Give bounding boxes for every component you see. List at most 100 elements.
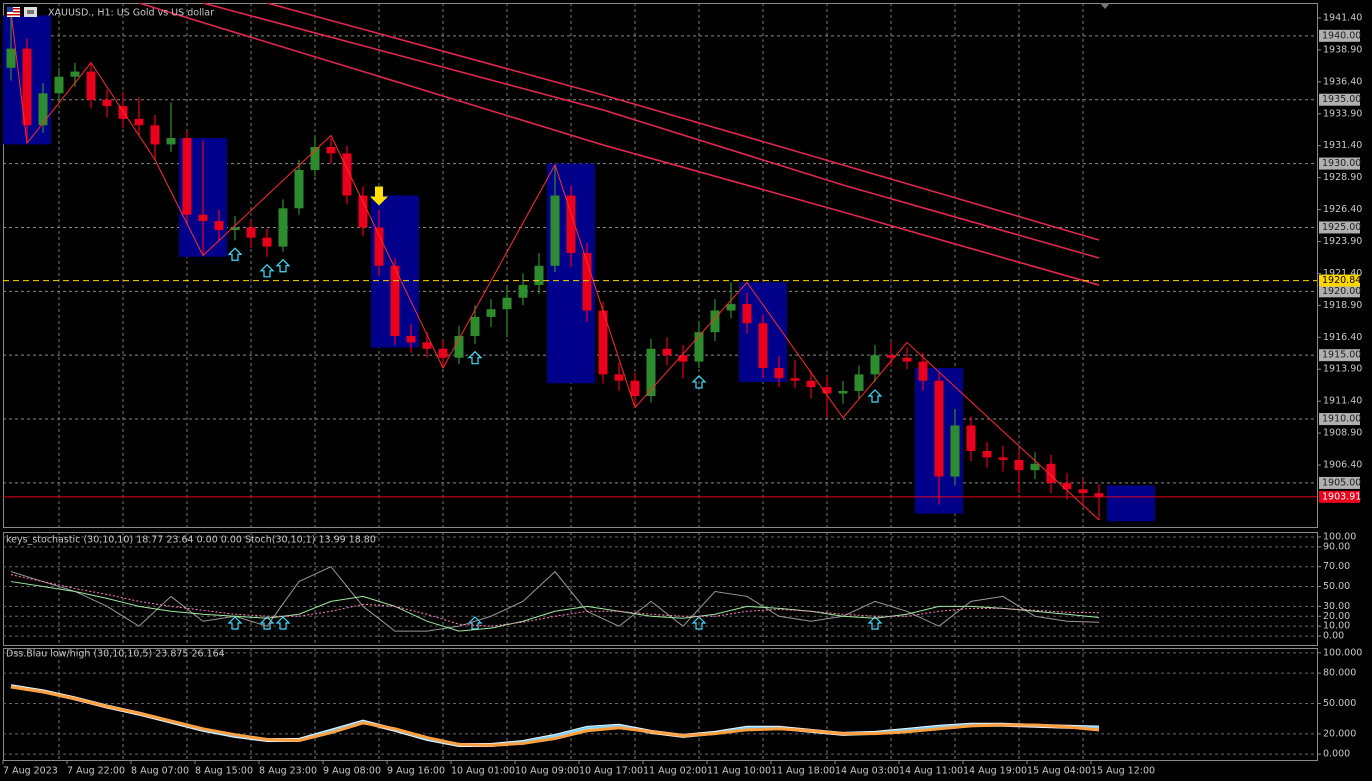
candle-body [278,208,288,247]
y-tick-label: 50.00 [1323,581,1350,592]
candle-body [694,332,704,362]
candle-body [822,387,832,394]
x-tick-label: 9 Aug 16:00 [387,766,445,777]
y-tick-label: 1936.40 [1323,76,1362,87]
zigzag [10,12,1100,521]
indicator-line [10,581,1100,632]
candle-body [374,227,384,266]
y-tick-label: 30.00 [1323,601,1350,612]
y-tick-label: 1908.90 [1323,428,1362,439]
y-tick-label: 100.000 [1323,647,1362,658]
candle-body [246,227,256,238]
candle-body [758,323,768,368]
candle-body [774,367,784,379]
chart-shift-marker [1100,3,1110,9]
y-tick-label: 10.00 [1323,621,1350,632]
axes: 1941.40 1938.90 1936.40 1933.90 1931.40 1928.… [2,12,1362,777]
candle-body [726,304,736,311]
candle-body [1062,482,1072,490]
candle-body [950,425,960,477]
y-tick-label: 70.00 [1323,561,1350,572]
candle-body [566,195,576,253]
candle-body [198,214,208,222]
x-tick-label: 11 Aug 02:00 [643,766,707,777]
y-tick-label: 1923.90 [1323,236,1362,247]
candle-body [262,237,272,247]
dss-title: Dss.Blau low/high (30,10,10,5) 23.875 26… [6,649,225,660]
x-tick-label: 10 Aug 01:00 [451,766,515,777]
buy-signal-arrow [259,263,275,278]
buy-signal-arrow [275,616,291,630]
level-label: 1935.00 [1322,94,1361,105]
candle-body [518,284,528,298]
candle-body [326,146,336,154]
level-label-box [1319,93,1360,106]
y-tick-label: 1913.90 [1323,364,1362,375]
candle-body [982,450,992,458]
level-label-box [1319,29,1360,42]
buy-signal-arrow [259,616,275,630]
main-pane [3,3,1318,528]
marked-level-box [1319,490,1360,503]
moving-average [202,3,1100,259]
candle-body [582,252,592,311]
candle-body [134,118,144,126]
indicator-line [10,685,1100,747]
candle-body [454,336,464,358]
candle-body [342,153,352,196]
y-tick-label: 80.000 [1323,668,1356,679]
candle-body [294,169,304,209]
candle-body [1046,463,1056,483]
y-tick-label: 100.00 [1323,531,1356,542]
candle-body [230,227,240,230]
candle-body [806,380,816,388]
main-plot [3,3,1317,527]
y-tick-label: 1918.90 [1323,300,1362,311]
candle-body [470,316,480,337]
candle-body [422,342,432,349]
y-tick-label: 1933.90 [1323,108,1362,119]
stochastic-pane [3,532,1318,646]
level-label: 1905.00 [1322,477,1361,488]
level-label: 1915.00 [1322,350,1361,361]
candle-body [630,380,640,397]
candle-body [662,348,672,356]
candle-body [182,138,192,215]
symbol-flag [7,7,37,17]
level-label-box [1319,413,1360,426]
y-tick-label: 20.00 [1323,611,1350,622]
y-tick-label: 50.000 [1323,698,1356,709]
sell-signal-arrow [370,186,388,206]
candle-body [966,425,976,451]
x-tick-label: 8 Aug 07:00 [131,766,189,777]
marked-level-label: 1920.84 [1322,275,1361,286]
candle-body [1030,463,1040,471]
marked-level-label: 1903.91 [1322,491,1361,502]
y-tick-label: 0.00 [1323,631,1344,642]
level-label: 1930.00 [1322,158,1361,169]
buy-signal-arrow [227,247,243,261]
x-tick-label: 10 Aug 17:00 [579,766,643,777]
x-tick-label: 9 Aug 08:00 [323,766,381,777]
indicator-line [10,574,1100,627]
candle-body [614,374,624,381]
candle-body [710,310,720,333]
x-tick-label: 8 Aug 23:00 [259,766,317,777]
level-label-box [1319,349,1360,362]
marked-level-box [1319,274,1360,287]
y-tick-label: 1906.40 [1323,460,1362,471]
level-label-box [1319,285,1360,298]
zone [1107,485,1155,522]
candle-body [886,355,896,358]
x-tick-label: 15 Aug 04:00 [1027,766,1091,777]
chart-title: XAUUSD., H1: US Gold vs US dollar [48,8,214,19]
buy-signal-arrow [467,350,483,365]
y-tick-label: 1921.40 [1323,268,1362,279]
x-tick-label: 7 Aug 22:00 [67,766,125,777]
candle-body [150,125,160,145]
candle-body [838,390,848,394]
x-tick-label: 14 Aug 03:00 [835,766,899,777]
